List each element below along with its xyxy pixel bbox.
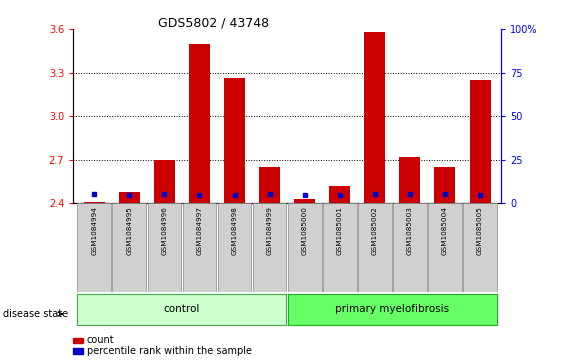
Text: percentile rank within the sample: percentile rank within the sample — [87, 346, 252, 356]
Bar — [364, 32, 385, 203]
FancyBboxPatch shape — [148, 203, 181, 292]
Bar — [224, 78, 245, 203]
Bar — [119, 192, 140, 203]
Text: GDS5802 / 43748: GDS5802 / 43748 — [158, 16, 270, 29]
Bar — [294, 199, 315, 203]
Text: GSM1085004: GSM1085004 — [442, 206, 448, 255]
Bar — [435, 167, 455, 203]
FancyBboxPatch shape — [218, 203, 251, 292]
Bar — [154, 160, 175, 203]
Bar — [470, 80, 490, 203]
Text: primary myelofibrosis: primary myelofibrosis — [336, 304, 449, 314]
Text: GSM1085002: GSM1085002 — [372, 206, 378, 255]
FancyBboxPatch shape — [288, 294, 497, 325]
Bar — [399, 157, 421, 203]
FancyBboxPatch shape — [323, 203, 356, 292]
FancyBboxPatch shape — [77, 294, 287, 325]
FancyBboxPatch shape — [113, 203, 146, 292]
FancyBboxPatch shape — [393, 203, 427, 292]
Text: GSM1085001: GSM1085001 — [337, 206, 343, 255]
FancyBboxPatch shape — [253, 203, 287, 292]
Text: GSM1085000: GSM1085000 — [302, 206, 307, 255]
Bar — [329, 186, 350, 203]
Bar — [189, 44, 210, 203]
FancyBboxPatch shape — [182, 203, 216, 292]
Text: GSM1085003: GSM1085003 — [407, 206, 413, 255]
Text: GSM1084998: GSM1084998 — [231, 206, 238, 255]
FancyBboxPatch shape — [288, 203, 321, 292]
FancyBboxPatch shape — [358, 203, 392, 292]
Text: GSM1084995: GSM1084995 — [126, 206, 132, 255]
Text: GSM1084994: GSM1084994 — [91, 206, 97, 255]
Text: GSM1084999: GSM1084999 — [267, 206, 272, 255]
Text: GSM1085005: GSM1085005 — [477, 206, 483, 255]
Text: GSM1084997: GSM1084997 — [196, 206, 203, 255]
FancyBboxPatch shape — [428, 203, 462, 292]
Text: control: control — [164, 304, 200, 314]
Text: GSM1084996: GSM1084996 — [162, 206, 167, 255]
Text: count: count — [87, 335, 114, 345]
Bar — [84, 202, 105, 203]
FancyBboxPatch shape — [463, 203, 497, 292]
Text: disease state: disease state — [3, 309, 68, 319]
Bar — [259, 167, 280, 203]
FancyBboxPatch shape — [77, 203, 111, 292]
